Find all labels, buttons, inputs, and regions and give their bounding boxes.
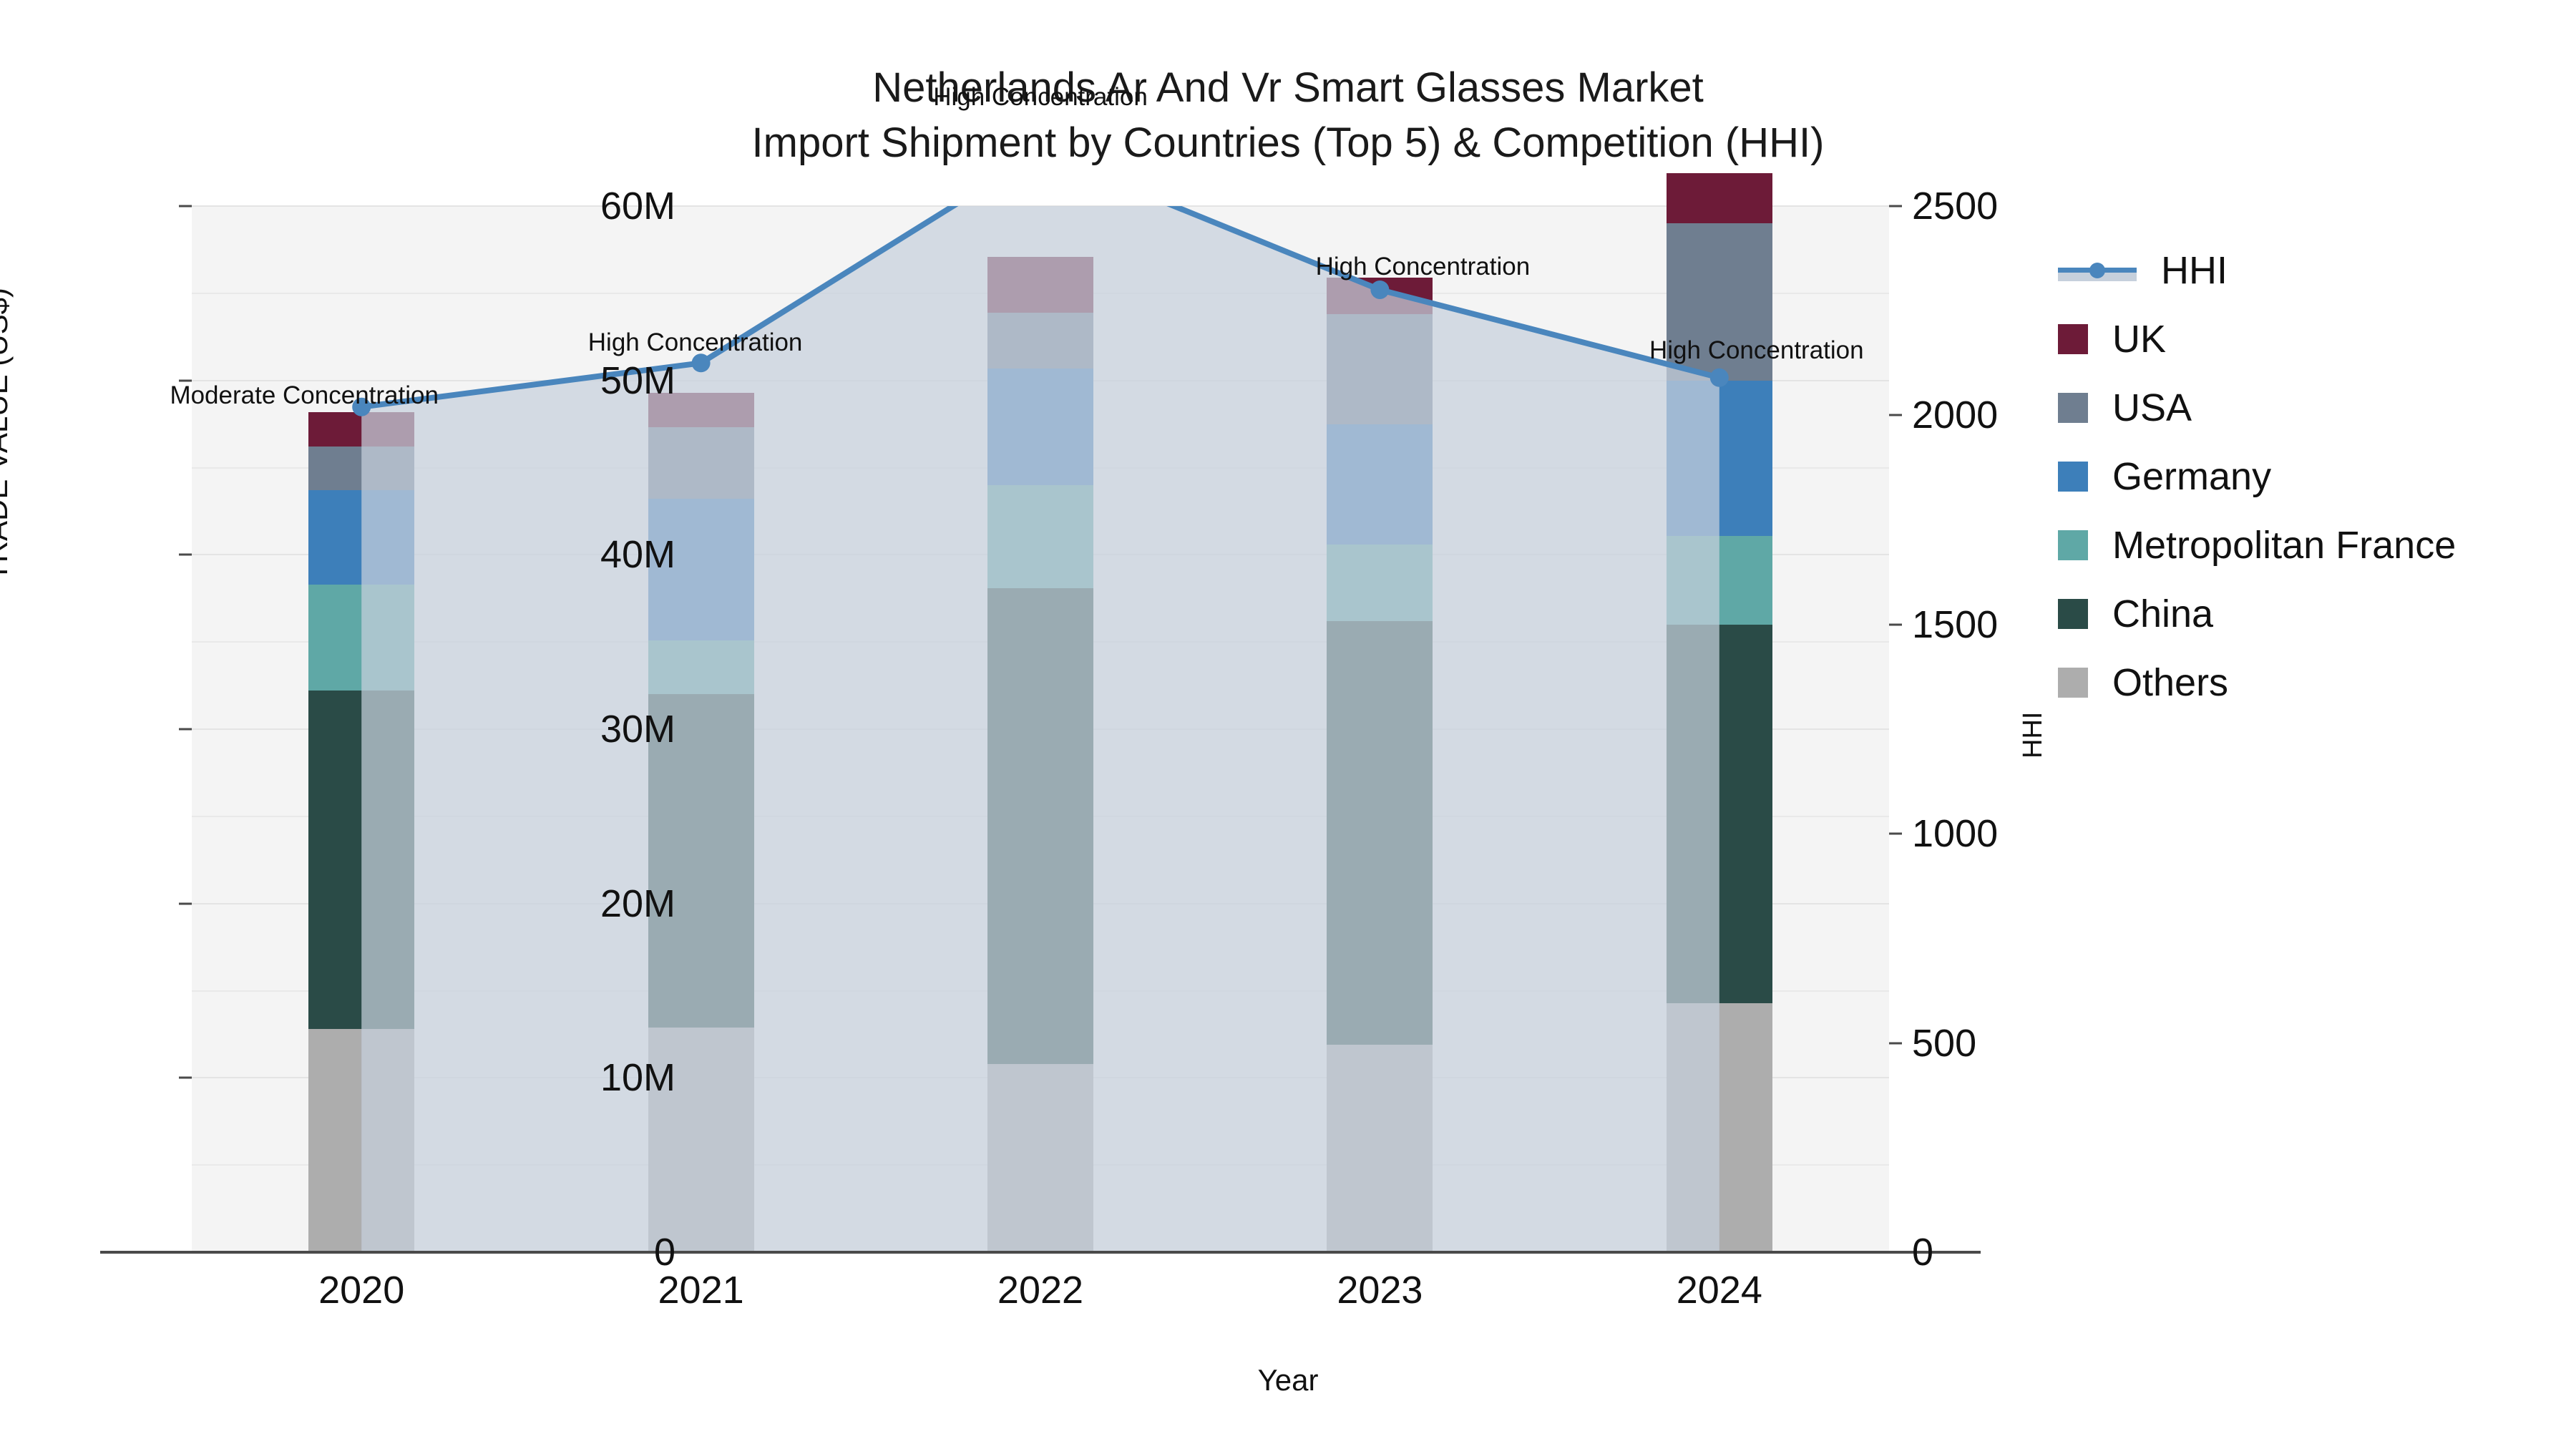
legend-label: UK	[2112, 318, 2167, 361]
bar-segment-2024-uk[interactable]	[1666, 172, 1772, 224]
hhi-marker-2024[interactable]	[1709, 368, 1729, 387]
y-right-tick-label: 2000	[1912, 394, 1999, 437]
y-axis-right-label: HHI	[2018, 711, 2048, 758]
legend-item-others[interactable]: Others	[2058, 648, 2456, 717]
chart-title: Netherlands Ar And Vr Smart Glasses Mark…	[0, 60, 2576, 170]
legend-color-swatch-icon	[2058, 668, 2088, 698]
hhi-marker-2021[interactable]	[691, 353, 711, 373]
legend-label: USA	[2112, 386, 2192, 429]
y-left-tick-label: 0	[653, 1231, 675, 1274]
legend-color-swatch-icon	[2058, 462, 2088, 492]
y-left-tick-label: 60M	[600, 185, 675, 228]
legend-item-hhi[interactable]: HHI	[2058, 236, 2456, 305]
y-right-tick-label: 1000	[1912, 812, 1999, 856]
legend-item-metropolitan-france[interactable]: Metropolitan France	[2058, 511, 2456, 580]
y-left-tick-label: 30M	[600, 708, 675, 751]
legend-label: HHI	[2161, 249, 2228, 292]
x-tick-label-2022: 2022	[997, 1269, 1084, 1312]
x-tick-label-2020: 2020	[318, 1269, 405, 1312]
legend-item-usa[interactable]: USA	[2058, 374, 2456, 442]
legend-item-uk[interactable]: UK	[2058, 305, 2456, 374]
x-tick-label-2023: 2023	[1337, 1269, 1423, 1312]
y-left-tick-mark	[179, 379, 192, 382]
legend-color-swatch-icon	[2058, 393, 2088, 423]
x-tick-label-2021: 2021	[658, 1269, 744, 1312]
y-right-tick-mark	[1889, 1251, 1902, 1254]
y-left-tick-mark	[179, 902, 192, 905]
y-right-tick-mark	[1889, 832, 1902, 835]
y-left-tick-mark	[179, 1251, 192, 1254]
x-tick-label-2024: 2024	[1676, 1269, 1762, 1312]
hhi-marker-2020[interactable]	[352, 397, 371, 416]
legend-line-marker-icon	[2089, 263, 2105, 278]
y-right-tick-label: 1500	[1912, 602, 1999, 646]
annotation-2020: Moderate Concentration	[170, 381, 439, 409]
legend-item-germany[interactable]: Germany	[2058, 442, 2456, 511]
y-left-tick-label: 10M	[600, 1056, 675, 1100]
hhi-marker-2023[interactable]	[1370, 280, 1390, 299]
annotation-layer: Moderate Concentration High Concentration…	[170, 83, 1889, 1252]
y-left-tick-mark	[179, 728, 192, 731]
y-right-tick-mark	[1889, 414, 1902, 416]
annotation-2024: High Concentration	[1649, 336, 1864, 364]
legend-color-swatch-icon	[2058, 530, 2088, 560]
legend-color-swatch-icon	[2058, 324, 2088, 354]
y-left-tick-mark	[179, 1076, 192, 1079]
y-right-tick-label: 0	[1912, 1231, 1934, 1274]
y-left-tick-label: 50M	[600, 358, 675, 402]
legend-label: China	[2112, 592, 2214, 635]
y-left-tick-mark	[179, 205, 192, 208]
y-right-tick-mark	[1889, 623, 1902, 626]
legend-line-swatch-icon	[2058, 255, 2137, 286]
x-axis-label: Year	[1257, 1363, 1319, 1397]
x-axis-line	[100, 1251, 1981, 1254]
annotation-2023: High Concentration	[1315, 252, 1531, 280]
legend: HHI UK USA Germany Metropolitan France China O…	[2058, 236, 2456, 717]
y-right-tick-label: 2500	[1912, 185, 1999, 228]
legend-item-china[interactable]: China	[2058, 580, 2456, 648]
plot-area: Moderate Concentration High Concentration…	[100, 83, 1981, 1254]
annotation-2022: High Concentration	[933, 82, 1148, 111]
y-left-tick-label: 20M	[600, 882, 675, 925]
chart-title-line-1: Netherlands Ar And Vr Smart Glasses Mark…	[872, 64, 1704, 111]
hhi-line	[358, 206, 1722, 410]
y-right-tick-mark	[1889, 205, 1902, 208]
y-right-tick-mark	[1889, 1042, 1902, 1045]
hhi-area-fill	[361, 206, 1719, 1252]
legend-color-swatch-icon	[2058, 599, 2088, 629]
legend-label: Others	[2112, 661, 2229, 704]
hhi-overlay	[352, 206, 1729, 1252]
y-axis-left-label: TRADE VALUE (US$)	[0, 288, 14, 581]
y-left-tick-label: 40M	[600, 533, 675, 577]
y-left-tick-mark	[179, 553, 192, 556]
annotation-2021: High Concentration	[587, 328, 803, 357]
chart-title-line-2: Import Shipment by Countries (Top 5) & C…	[751, 119, 1825, 167]
y-right-tick-label: 500	[1912, 1021, 1977, 1065]
legend-label: Germany	[2112, 455, 2272, 498]
bar-segment-2024-usa[interactable]	[1666, 223, 1772, 381]
legend-label: Metropolitan France	[2112, 524, 2457, 567]
